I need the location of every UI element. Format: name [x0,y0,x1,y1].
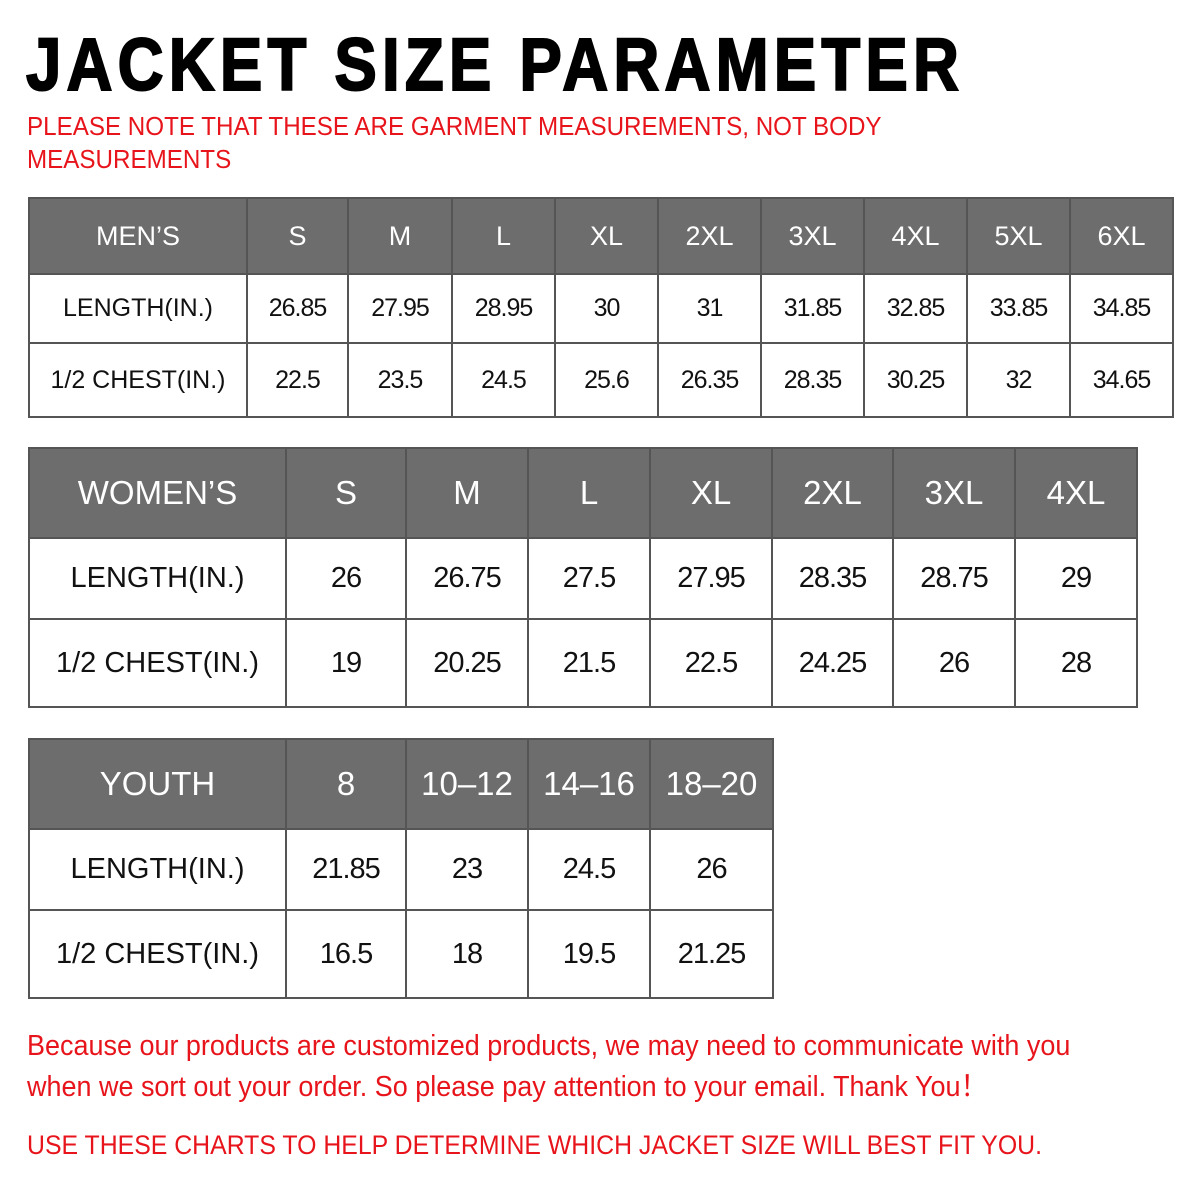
measurement-cell: 29 [1014,537,1138,620]
header-row: MEN’S S M L XL 2XL 3XL 4XL 5XL 6XL [28,197,1174,275]
table-row: LENGTH(IN.) 26.85 27.95 28.95 30 31 31.85 32.85… [28,273,1174,344]
size-header: 4XL [1014,447,1138,539]
measurement-cell: 28.35 [771,537,894,620]
youth-size-table: YOUTH 8 10–12 14–16 18–20 LENGTH(IN.) 21.85 23 2… [28,738,774,999]
size-header: 2XL [657,197,762,275]
measurement-cell: 22.5 [246,342,349,418]
measurement-cell: 32.85 [863,273,968,344]
measurement-cell: 23.5 [347,342,453,418]
measurement-cell: 26 [892,618,1016,708]
table-row: LENGTH(IN.) 21.85 23 24.5 26 [28,828,774,911]
size-header: S [285,447,407,539]
measurement-note: PLEASE NOTE THAT THESE ARE GARMENT MEASU… [27,111,882,174]
customization-notice: Because our products are customized prod… [27,1030,1071,1103]
size-header: L [527,447,651,539]
table-row: 1/2 CHEST(IN.) 19 20.25 21.5 22.5 24.25 26 28 [28,618,1138,708]
mens-size-table: MEN’S S M L XL 2XL 3XL 4XL 5XL 6XL LENGTH(IN.) 26.8… [28,197,1174,418]
page-title: JACKET SIZE PARAMETER [25,22,965,107]
measurement-cell: 24.5 [451,342,556,418]
size-header: M [347,197,453,275]
category-header: WOMEN’S [28,447,287,539]
size-header: 5XL [966,197,1071,275]
table-row: LENGTH(IN.) 26 26.75 27.5 27.95 28.35 28.75 29 [28,537,1138,620]
measurement-cell: 26.75 [405,537,529,620]
row-label: 1/2 CHEST(IN.) [28,342,248,418]
row-label: LENGTH(IN.) [28,828,287,911]
measurement-cell: 24.25 [771,618,894,708]
measurement-cell: 27.5 [527,537,651,620]
category-header: MEN’S [28,197,248,275]
table-row: 1/2 CHEST(IN.) 16.5 18 19.5 21.25 [28,909,774,999]
measurement-cell: 21.5 [527,618,651,708]
measurement-cell: 26.35 [657,342,762,418]
measurement-cell: 30.25 [863,342,968,418]
measurement-cell: 22.5 [649,618,773,708]
measurement-cell: 27.95 [649,537,773,620]
fit-guidance: USE THESE CHARTS TO HELP DETERMINE WHICH… [27,1130,1042,1160]
measurement-cell: 25.6 [554,342,659,418]
measurement-cell: 16.5 [285,909,407,999]
size-header: M [405,447,529,539]
measurement-cell: 28 [1014,618,1138,708]
measurement-cell: 28.95 [451,273,556,344]
womens-size-table: WOMEN’S S M L XL 2XL 3XL 4XL LENGTH(IN.) 26 26.75 2… [28,447,1138,708]
measurement-cell: 19.5 [527,909,651,999]
measurement-cell: 21.85 [285,828,407,911]
measurement-cell: 26.85 [246,273,349,344]
measurement-cell: 20.25 [405,618,529,708]
measurement-cell: 34.85 [1069,273,1174,344]
size-header: 10–12 [405,738,529,830]
size-header: 8 [285,738,407,830]
measurement-cell: 19 [285,618,407,708]
header-row: WOMEN’S S M L XL 2XL 3XL 4XL [28,447,1138,539]
measurement-cell: 32 [966,342,1071,418]
measurement-cell: 23 [405,828,529,911]
measurement-cell: 18 [405,909,529,999]
row-label: 1/2 CHEST(IN.) [28,909,287,999]
size-header: 14–16 [527,738,651,830]
size-header: 6XL [1069,197,1174,275]
measurement-cell: 26 [285,537,407,620]
measurement-cell: 27.95 [347,273,453,344]
size-header: 3XL [760,197,865,275]
row-label: 1/2 CHEST(IN.) [28,618,287,708]
size-header: XL [649,447,773,539]
measurement-cell: 31.85 [760,273,865,344]
measurement-cell: 28.35 [760,342,865,418]
measurement-cell: 26 [649,828,774,911]
measurement-cell: 34.65 [1069,342,1174,418]
size-header: 3XL [892,447,1016,539]
header-row: YOUTH 8 10–12 14–16 18–20 [28,738,774,830]
measurement-cell: 28.75 [892,537,1016,620]
size-header: L [451,197,556,275]
size-header: 2XL [771,447,894,539]
size-header: 4XL [863,197,968,275]
measurement-cell: 21.25 [649,909,774,999]
measurement-cell: 24.5 [527,828,651,911]
size-header: 18–20 [649,738,774,830]
table-row: 1/2 CHEST(IN.) 22.5 23.5 24.5 25.6 26.35 28.35… [28,342,1174,418]
measurement-cell: 31 [657,273,762,344]
size-header: XL [554,197,659,275]
size-header: S [246,197,349,275]
category-header: YOUTH [28,738,287,830]
row-label: LENGTH(IN.) [28,537,287,620]
row-label: LENGTH(IN.) [28,273,248,344]
measurement-cell: 33.85 [966,273,1071,344]
measurement-cell: 30 [554,273,659,344]
